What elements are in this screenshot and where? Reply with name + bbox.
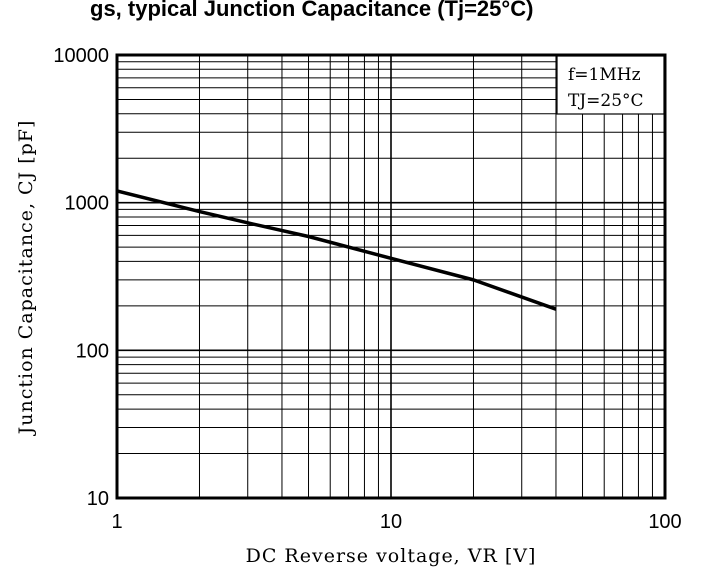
annotation-frequency: f=1MHz	[568, 65, 641, 85]
y-axis-title: Junction Capacitance, CJ [pF]	[15, 120, 37, 437]
x-axis-title: DC Reverse voltage, VR [V]	[246, 545, 537, 567]
y-tick-label: 100	[76, 340, 109, 362]
grid-minor-x	[198, 55, 653, 498]
y-tick-label: 10000	[53, 45, 109, 67]
chart-title-fragment: gs, typical Junction Capacitance (Tj=25°…	[90, 0, 533, 21]
grid-major	[117, 55, 665, 498]
x-tick-label: 10	[380, 511, 402, 533]
legend-box	[556, 55, 665, 115]
plot-frame	[115, 53, 667, 500]
annotation-temperature: TJ=25°C	[568, 91, 644, 111]
series-line	[116, 189, 557, 311]
y-tick-label: 10	[87, 488, 109, 510]
series-layer	[116, 189, 557, 311]
x-tick-label: 1	[111, 511, 122, 533]
y-tick-label: 1000	[65, 193, 110, 215]
x-tick-label: 100	[648, 511, 681, 533]
